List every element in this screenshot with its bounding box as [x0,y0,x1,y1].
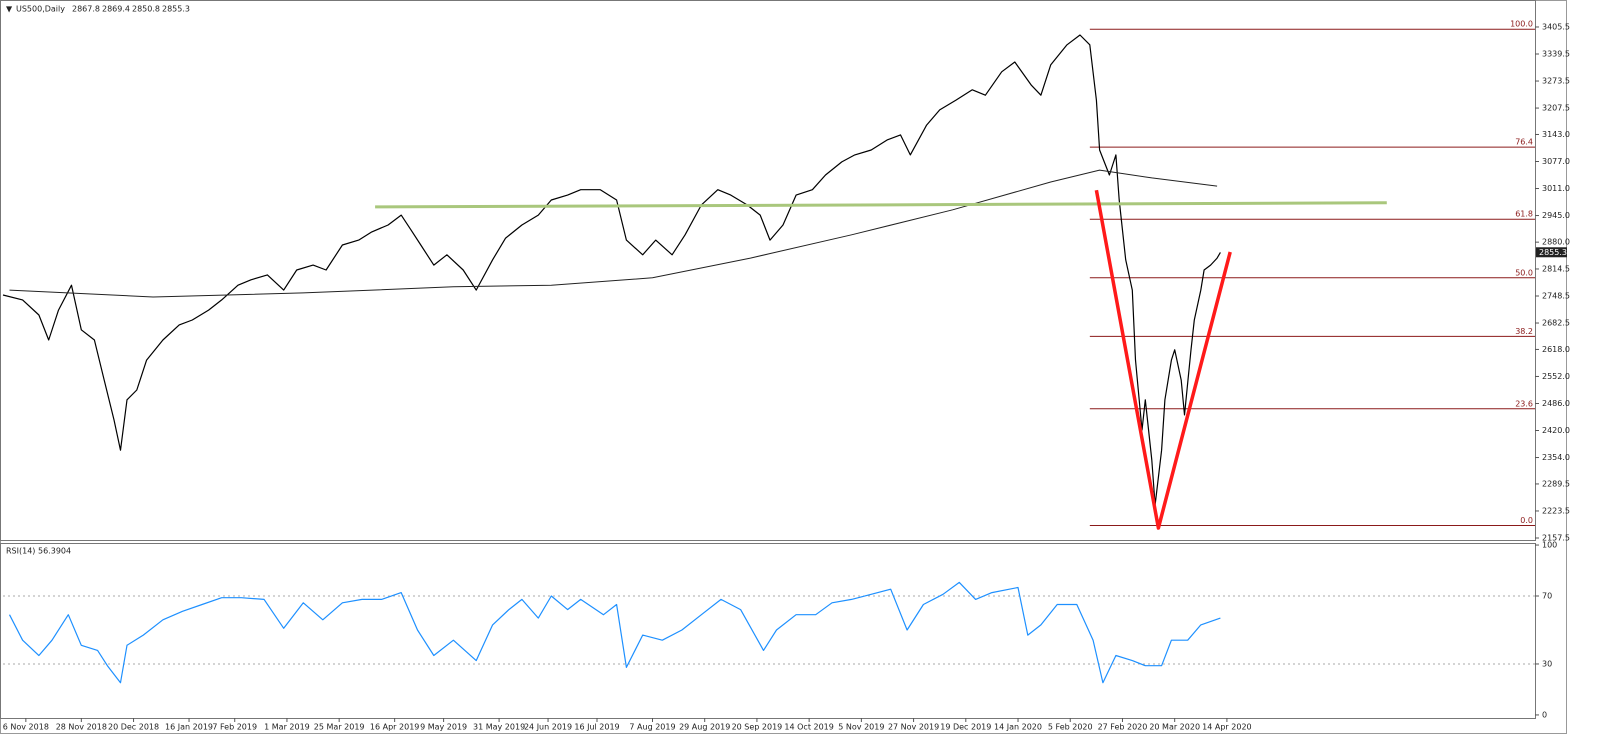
x-tick-label: 14 Apr 2020 [1202,723,1251,732]
frame [0,0,1567,734]
rsi-panel [0,543,1536,719]
y-tick-label: 2420.0 [1542,426,1570,435]
x-tick-label: 27 Feb 2020 [1098,723,1148,732]
x-tick-label: 20 Sep 2019 [732,723,783,732]
x-tick-label: 6 Nov 2018 [3,723,49,732]
y-tick-label: 3405.5 [1542,22,1570,31]
y-tick-label: 2552.0 [1542,372,1570,381]
ohlc-value: 2869.4 [102,5,130,14]
y-tick-label: 3143.0 [1542,130,1570,139]
ohlc-value: 2867.8 [72,5,100,14]
x-tick-label: 20 Mar 2020 [1149,723,1200,732]
fib-label: 23.6 [1515,399,1533,408]
ohlc-value: 2855.3 [162,5,190,14]
x-tick-label: 7 Aug 2019 [629,723,675,732]
x-tick-label: 16 Jan 2019 [165,723,213,732]
x-tick-label: 1 Mar 2019 [264,723,310,732]
series-line [9,169,1218,298]
x-tick-label: 5 Feb 2020 [1048,723,1093,732]
x-tick-label: 9 May 2019 [420,723,467,732]
chart-title: US500,Daily [16,5,65,14]
y-tick-label: 0 [1542,710,1547,719]
series-line [1094,189,1232,530]
y-tick-label: 30 [1542,659,1552,668]
series-line [8,581,1221,684]
y-tick-label: 2814.5 [1542,264,1570,273]
x-tick-label: 16 Apr 2019 [370,723,419,732]
y-tick-label: 3339.5 [1542,50,1570,59]
fib-label: 76.4 [1515,138,1533,147]
collapse-icon: ▼ [6,5,13,14]
y-tick-label: 2945.0 [1542,211,1570,220]
last-price-box [1536,247,1567,258]
y-tick-label: 100 [1542,541,1557,550]
fib-label: 38.2 [1515,327,1533,336]
x-tick-label: 14 Jan 2020 [994,723,1042,732]
ohlc-value: 2850.8 [132,5,160,14]
y-tick-label: 2289.5 [1542,479,1570,488]
y-tick-label: 2618.0 [1542,345,1570,354]
x-tick-label: 5 Nov 2019 [838,723,884,732]
y-tick-label: 2748.5 [1542,292,1570,301]
y-tick-label: 2486.0 [1542,399,1570,408]
x-tick-label: 7 Feb 2019 [212,723,257,732]
y-tick-label: 3011.0 [1542,184,1570,193]
fib-label: 100.0 [1510,20,1533,29]
last-price-label: 2855.3 [1539,248,1567,257]
x-tick-label: 19 Dec 2019 [940,723,991,732]
x-tick-label: 24 Jun 2019 [524,723,572,732]
y-tick-label: 2880.0 [1542,238,1570,247]
x-tick-label: 20 Dec 2018 [108,723,159,732]
y-tick-label: 3273.5 [1542,77,1570,86]
fib-label: 61.8 [1515,210,1533,219]
y-tick-label: 2157.5 [1542,533,1570,542]
series-line [375,201,1387,209]
x-tick-label: 27 Nov 2019 [888,723,939,732]
fib-label: 50.0 [1515,268,1533,277]
x-tick-label: 14 Oct 2019 [784,723,833,732]
series-line [2,34,1221,506]
x-tick-label: 31 May 2019 [473,723,525,732]
x-tick-label: 28 Nov 2018 [56,723,107,732]
y-tick-label: 3077.0 [1542,157,1570,166]
x-tick-label: 16 Jul 2019 [574,723,619,732]
price-panel [0,0,1536,541]
y-tick-label: 2682.5 [1542,319,1570,328]
fib-label: 0.0 [1520,516,1533,525]
x-tick-label: 25 Mar 2019 [314,723,365,732]
y-tick-label: 70 [1542,592,1552,601]
y-tick-label: 2223.5 [1542,506,1570,515]
y-tick-label: 2354.0 [1542,453,1570,462]
x-tick-label: 29 Aug 2019 [679,723,730,732]
y-tick-label: 3207.5 [1542,104,1570,113]
rsi-title: RSI(14) [6,547,35,556]
rsi-last-value: 56.3904 [38,547,71,556]
